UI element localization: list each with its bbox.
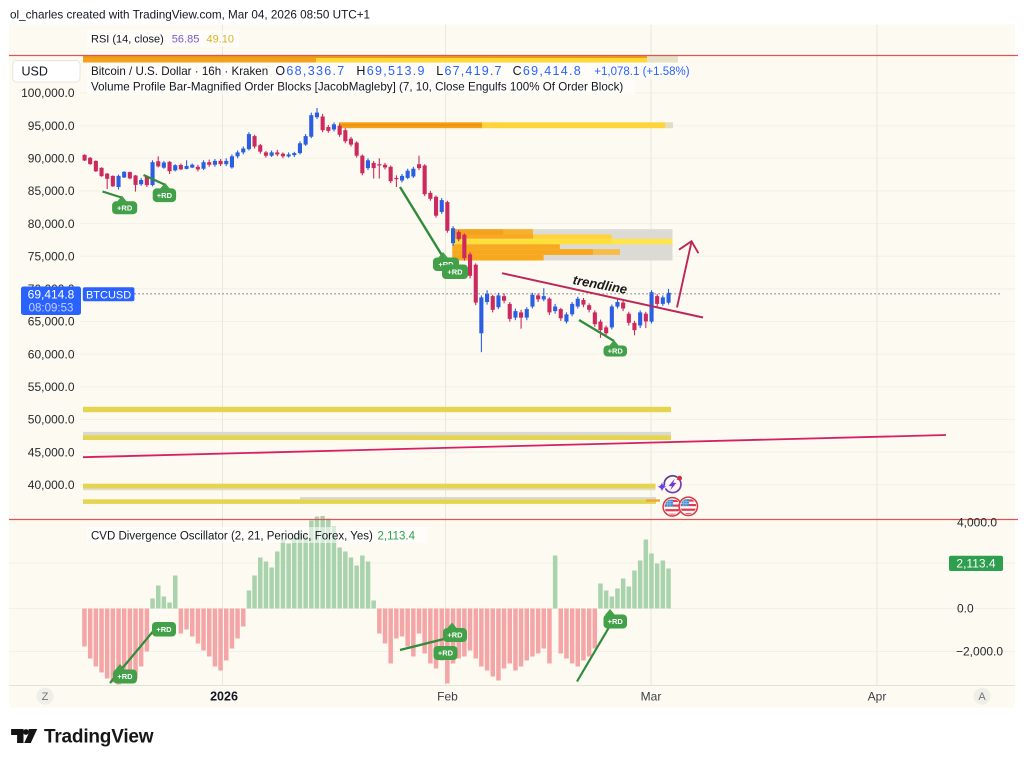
svg-text:BTCUSD: BTCUSD <box>86 289 131 301</box>
svg-text:O68,336.7: O68,336.7 <box>275 64 345 78</box>
svg-text:60,000.0: 60,000.0 <box>28 347 75 361</box>
svg-text:+RD: +RD <box>608 347 624 356</box>
svg-text:+RD: +RD <box>438 649 454 658</box>
svg-text:50,000.0: 50,000.0 <box>28 413 75 427</box>
svg-text:+1,078.1 (+1.58%): +1,078.1 (+1.58%) <box>594 66 689 78</box>
svg-text:−2,000.0: −2,000.0 <box>956 645 1003 659</box>
svg-text:Bitcoin / U.S. Dollar · 16h ·: Bitcoin / U.S. Dollar · 16h · Kraken <box>91 65 268 78</box>
svg-text:ol_charles created with Tradin: ol_charles created with TradingView.com,… <box>10 9 370 22</box>
svg-text:+RD: +RD <box>608 617 624 626</box>
svg-text:Z: Z <box>42 691 49 703</box>
svg-text:Apr: Apr <box>868 690 887 704</box>
svg-text:49.10: 49.10 <box>207 34 235 46</box>
svg-text:Feb: Feb <box>437 690 458 704</box>
svg-text:08:09:53: 08:09:53 <box>29 302 74 314</box>
svg-text:90,000.0: 90,000.0 <box>28 152 75 166</box>
svg-text:65,000.0: 65,000.0 <box>28 315 75 329</box>
svg-text:69,414.8: 69,414.8 <box>28 287 75 301</box>
svg-text:40,000.0: 40,000.0 <box>28 478 75 492</box>
svg-text:CVD Divergence Oscillator (2,: CVD Divergence Oscillator (2, 21, Period… <box>91 530 373 542</box>
svg-text:L67,419.7: L67,419.7 <box>436 64 502 78</box>
svg-text:A: A <box>978 691 986 703</box>
svg-text:0.0: 0.0 <box>957 601 974 615</box>
svg-text:TradingView: TradingView <box>44 726 154 747</box>
svg-text:100,000.0: 100,000.0 <box>21 86 75 100</box>
svg-text:75,000.0: 75,000.0 <box>28 249 75 263</box>
svg-text:H69,513.9: H69,513.9 <box>356 64 425 78</box>
svg-text:Volume Profile Bar-Magnified O: Volume Profile Bar-Magnified Order Block… <box>91 81 623 94</box>
svg-text:2,113.4: 2,113.4 <box>956 556 995 570</box>
svg-text:95,000.0: 95,000.0 <box>28 119 75 133</box>
svg-text:+RD: +RD <box>117 672 133 681</box>
svg-text:RSI (14, close): RSI (14, close) <box>91 34 164 46</box>
svg-text:USD: USD <box>22 65 48 79</box>
svg-text:+RD: +RD <box>447 267 463 276</box>
svg-text:2,113.4: 2,113.4 <box>378 530 416 542</box>
svg-text:+RD: +RD <box>157 191 173 200</box>
svg-text:+RD: +RD <box>156 625 172 634</box>
svg-text:+RD: +RD <box>447 631 463 640</box>
svg-text:+RD: +RD <box>438 260 454 269</box>
svg-text:+RD: +RD <box>117 203 133 212</box>
svg-text:Mar: Mar <box>641 690 662 704</box>
svg-text:4,000.0: 4,000.0 <box>957 516 997 530</box>
svg-text:C69,414.8: C69,414.8 <box>513 64 582 78</box>
svg-text:80,000.0: 80,000.0 <box>28 217 75 231</box>
svg-text:45,000.0: 45,000.0 <box>28 445 75 459</box>
svg-text:2026: 2026 <box>210 690 238 704</box>
svg-text:56.85: 56.85 <box>172 34 200 46</box>
svg-text:55,000.0: 55,000.0 <box>28 380 75 394</box>
svg-text:85,000.0: 85,000.0 <box>28 184 75 198</box>
